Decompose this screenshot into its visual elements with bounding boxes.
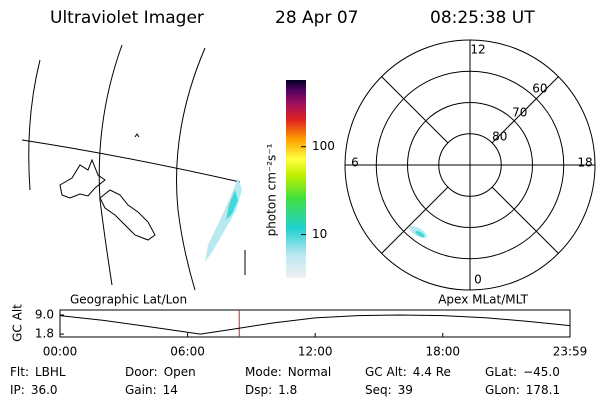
colorbar-tick-label: 100 bbox=[312, 139, 335, 153]
lat-ring-label: 80 bbox=[492, 130, 507, 144]
x-tick-label: 00:00 bbox=[43, 345, 78, 359]
lat-ring bbox=[407, 102, 533, 228]
footer-item: Gain: 14 bbox=[125, 383, 178, 397]
footer-label: Dsp: bbox=[245, 383, 272, 397]
footer-label: Door: bbox=[125, 365, 158, 379]
mlt-label: 6 bbox=[351, 156, 359, 170]
footer-label: Flt: bbox=[10, 365, 29, 379]
x-tick-label: 12:00 bbox=[298, 345, 333, 359]
altitude-frame bbox=[59, 309, 571, 338]
footer-value: 178.1 bbox=[526, 383, 560, 397]
footer-value: 4.4 Re bbox=[413, 365, 451, 379]
altitude-title-right: Apex MLat/MLT bbox=[438, 293, 528, 307]
aurora-image bbox=[226, 190, 238, 220]
footer-value: LBHL bbox=[35, 365, 66, 379]
altitude-title-left: Geographic Lat/Lon bbox=[70, 293, 187, 307]
footer-value: 39 bbox=[398, 383, 413, 397]
colorbar-label: photon cm⁻²s⁻¹ bbox=[265, 143, 279, 236]
polar-plot: 60 70 80 0 6 12 18 bbox=[344, 39, 596, 291]
footer-item: GLon: 178.1 bbox=[485, 383, 560, 397]
lat-ring-label: 60 bbox=[532, 82, 547, 96]
mlt-label: 0 bbox=[474, 273, 482, 287]
x-tick-label: 18:00 bbox=[425, 345, 460, 359]
y-tick-label: 9.0 bbox=[35, 308, 54, 322]
footer-value: −45.0 bbox=[523, 365, 560, 379]
footer-label: Mode: bbox=[245, 365, 282, 379]
aurora-image bbox=[205, 178, 242, 262]
footer-label: Seq: bbox=[365, 383, 392, 397]
footer-label: GLon: bbox=[485, 383, 520, 397]
x-tick-label: 06:00 bbox=[170, 345, 205, 359]
mlt-label: 18 bbox=[577, 156, 592, 170]
footer-item: Dsp: 1.8 bbox=[245, 383, 297, 397]
footer-item: Flt: LBHL bbox=[10, 365, 66, 379]
altitude-line bbox=[59, 314, 570, 335]
polar-diagonal bbox=[381, 186, 449, 254]
footer-item: GC Alt: 4.4 Re bbox=[365, 365, 451, 379]
footer-label: Gain: bbox=[125, 383, 157, 397]
footer-value: 1.8 bbox=[278, 383, 297, 397]
footer-value: 36.0 bbox=[31, 383, 58, 397]
geographic-map bbox=[21, 44, 246, 291]
title: Ultraviolet Imager bbox=[50, 8, 204, 28]
y-tick-label: 1.8 bbox=[35, 327, 54, 341]
footer-item: Seq: 39 bbox=[365, 383, 413, 397]
footer-label: GC Alt: bbox=[365, 365, 407, 379]
aurora-image bbox=[415, 230, 425, 238]
x-tick-label: 23:59 bbox=[553, 345, 588, 359]
footer-value: Normal bbox=[288, 365, 331, 379]
polar-diagonal bbox=[491, 76, 559, 144]
date: 28 Apr 07 bbox=[275, 8, 358, 28]
footer-label: IP: bbox=[10, 383, 25, 397]
footer-item: Door: Open bbox=[125, 365, 196, 379]
lat-ring bbox=[375, 70, 565, 260]
altitude-y-label: GC Alt bbox=[11, 304, 25, 342]
time: 08:25:38 UT bbox=[430, 8, 535, 28]
footer-value: Open bbox=[164, 365, 196, 379]
polar-diagonal bbox=[491, 186, 559, 254]
footer-item: Mode: Normal bbox=[245, 365, 331, 379]
polar-diagonal bbox=[381, 76, 449, 144]
lat-ring bbox=[438, 133, 502, 197]
footer-item: GLat: −45.0 bbox=[485, 365, 560, 379]
lat-ring-label: 70 bbox=[512, 106, 527, 120]
footer-item: IP: 36.0 bbox=[10, 383, 58, 397]
mlt-label: 12 bbox=[470, 43, 485, 57]
colorbar-tick-label: 10 bbox=[312, 227, 327, 241]
footer-value: 14 bbox=[163, 383, 178, 397]
footer-label: GLat: bbox=[485, 365, 517, 379]
colorbar bbox=[286, 80, 306, 278]
